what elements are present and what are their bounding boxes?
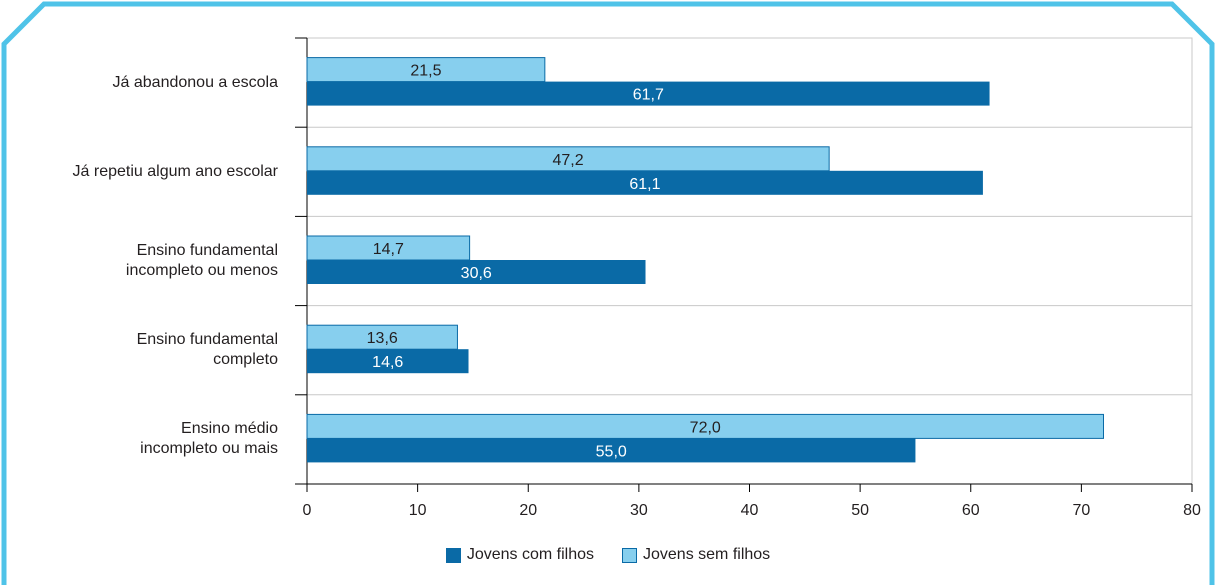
legend-swatch-sem-filhos (622, 547, 637, 563)
bar-com-filhos (307, 349, 469, 374)
data-label-com-filhos: 61,7 (633, 87, 664, 104)
category-label-line: Já abandonou a escola (112, 73, 278, 91)
legend-swatch-com-filhos (445, 547, 461, 563)
category-label: Ensino médio incompleto ou mais (10, 419, 278, 459)
data-label-sem-filhos: 14,7 (373, 241, 404, 258)
category-label: Ensino fundamental incompleto ou menos (10, 241, 278, 281)
x-tick-label: 20 (519, 502, 537, 519)
category-label-line: Ensino médio (181, 420, 278, 438)
x-tick-label: 40 (741, 502, 759, 519)
category-label-line: completo (213, 351, 278, 369)
data-label-com-filhos: 14,6 (372, 354, 403, 371)
data-label-com-filhos: 30,6 (461, 265, 492, 282)
legend: Jovens com filhos Jovens sem filhos (0, 546, 1216, 564)
x-tick-label: 80 (1183, 502, 1201, 519)
category-label: Já repetiu algum ano escolar (10, 162, 278, 182)
legend-label-com-filhos: Jovens com filhos (466, 546, 594, 563)
category-label-line: Ensino fundamental (136, 242, 278, 259)
category-label-line: incompleto ou mais (140, 440, 278, 458)
bar-sem-filhos (306, 235, 471, 261)
bar-sem-filhos (306, 57, 546, 83)
bar-sem-filhos (306, 324, 458, 350)
x-tick-label: 70 (1072, 502, 1090, 519)
data-label-sem-filhos: 13,6 (367, 330, 398, 347)
category-label-line: incompleto ou menos (125, 262, 278, 279)
bar-com-filhos (307, 170, 983, 195)
bar-com-filhos (307, 438, 916, 463)
legend-label-sem-filhos: Jovens sem filhos (643, 546, 771, 563)
category-label-line: Já repetiu algum ano escolar (72, 162, 278, 180)
x-tick-label: 10 (409, 502, 427, 519)
x-tick-label: 0 (303, 502, 312, 519)
category-label: Ensino fundamental completo (10, 330, 278, 370)
bar-sem-filhos (306, 413, 1104, 439)
category-label: Já abandonou a escola (10, 73, 278, 93)
legend-item-com-filhos: Jovens com filhos (445, 546, 594, 564)
data-label-sem-filhos: 72,0 (690, 419, 721, 436)
x-tick-label: 60 (962, 502, 980, 519)
data-label-sem-filhos: 47,2 (553, 152, 584, 169)
bar-com-filhos (307, 81, 990, 106)
bar-sem-filhos (306, 146, 830, 172)
x-tick-label: 50 (851, 502, 869, 519)
data-label-sem-filhos: 21,5 (410, 63, 441, 80)
legend-item-sem-filhos: Jovens sem filhos (622, 546, 770, 564)
category-label-line: Ensino fundamental (136, 331, 278, 349)
data-label-com-filhos: 55,0 (596, 443, 627, 460)
bar-com-filhos (307, 260, 646, 284)
x-tick-label: 30 (630, 502, 648, 519)
data-label-com-filhos: 61,1 (629, 176, 660, 193)
